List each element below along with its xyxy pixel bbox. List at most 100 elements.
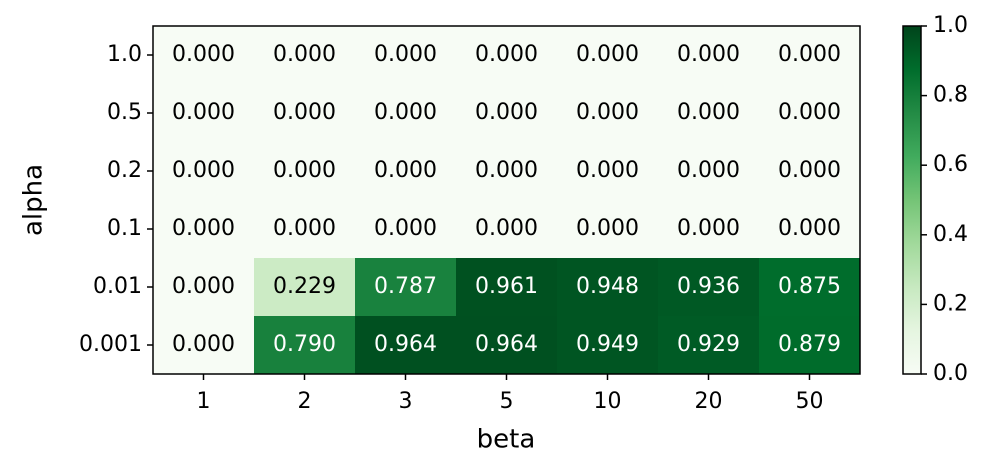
heatmap-cell (355, 142, 457, 201)
heatmap-cell (153, 258, 255, 317)
heatmap-cell (759, 316, 861, 375)
cell-label: 0.000 (677, 42, 740, 67)
cell-label: 0.936 (677, 274, 740, 299)
cell-label: 0.000 (273, 216, 336, 241)
cell-label: 0.000 (475, 100, 538, 125)
cell-label: 0.964 (374, 332, 437, 357)
cell-label: 0.000 (576, 158, 639, 183)
heatmap-cell (254, 142, 356, 201)
heatmap-cell (759, 200, 861, 259)
heatmap-cell (456, 26, 558, 85)
x-tick-label: 5 (500, 389, 514, 414)
heatmap-cell (658, 316, 760, 375)
heatmap-cell (557, 142, 659, 201)
cell-label: 0.000 (677, 100, 740, 125)
cell-label: 0.000 (677, 216, 740, 241)
cell-label: 0.949 (576, 332, 639, 357)
cell-label: 0.000 (172, 216, 235, 241)
cell-label: 0.000 (778, 216, 841, 241)
cell-label: 0.000 (677, 158, 740, 183)
y-tick-label: 0.2 (107, 158, 142, 183)
heatmap-cell (658, 84, 760, 143)
cell-label: 0.948 (576, 274, 639, 299)
heatmap-cell (355, 200, 457, 259)
colorbar-tick-label: 0.0 (933, 361, 968, 386)
heatmap-cell (456, 142, 558, 201)
heatmap-cell (153, 316, 255, 375)
cell-label: 0.000 (374, 158, 437, 183)
cell-label: 0.790 (273, 332, 336, 357)
cell-label: 0.879 (778, 332, 841, 357)
heatmap-cell (557, 258, 659, 317)
cell-label: 0.000 (475, 42, 538, 67)
y-tick-label: 0.001 (79, 332, 142, 357)
cell-label: 0.000 (778, 100, 841, 125)
heatmap-cell (153, 84, 255, 143)
heatmap-cell (456, 258, 558, 317)
y-tick-label: 1.0 (107, 42, 142, 67)
heatmap-cell (456, 84, 558, 143)
heatmap-cell (557, 200, 659, 259)
heatmap-cell (355, 258, 457, 317)
cell-label: 0.964 (475, 332, 538, 357)
heatmap-cell (254, 316, 356, 375)
cell-label: 0.000 (273, 42, 336, 67)
heatmap-cell (557, 26, 659, 85)
heatmap-cell (658, 258, 760, 317)
heatmap-cell (759, 142, 861, 201)
y-axis-title: alpha (19, 164, 49, 236)
colorbar-tick-label: 1.0 (933, 13, 968, 38)
heatmap-cell (355, 84, 457, 143)
heatmap-cell (153, 142, 255, 201)
cell-label: 0.787 (374, 274, 437, 299)
y-tick-label: 0.01 (93, 274, 142, 299)
colorbar-tick-label: 0.4 (933, 222, 968, 247)
cell-label: 0.000 (172, 158, 235, 183)
x-tick-label: 2 (298, 389, 312, 414)
heatmap-cell (355, 26, 457, 85)
heatmap-cell (254, 26, 356, 85)
y-tick-label: 0.5 (107, 100, 142, 125)
x-axis-title: beta (477, 425, 536, 455)
cell-label: 0.875 (778, 274, 841, 299)
heatmap-cell (759, 26, 861, 85)
cell-label: 0.929 (677, 332, 740, 357)
heatmap-cell (658, 26, 760, 85)
cell-label: 0.000 (576, 216, 639, 241)
cell-label: 0.000 (475, 216, 538, 241)
heatmap-cell (153, 26, 255, 85)
cell-label: 0.961 (475, 274, 538, 299)
heatmap-cell (759, 84, 861, 143)
cell-label: 0.000 (374, 100, 437, 125)
heatmap-cell (658, 142, 760, 201)
cell-label: 0.229 (273, 274, 336, 299)
colorbar-tick-label: 0.6 (933, 152, 968, 177)
cell-label: 0.000 (778, 158, 841, 183)
colorbar-tick-label: 0.2 (933, 291, 968, 316)
heatmap-cell (456, 316, 558, 375)
x-tick-label: 50 (796, 389, 824, 414)
cell-label: 0.000 (172, 274, 235, 299)
heatmap-cell (153, 200, 255, 259)
heatmap-cell (254, 258, 356, 317)
cell-label: 0.000 (172, 100, 235, 125)
heatmap-cell (355, 316, 457, 375)
heatmap-cell (456, 200, 558, 259)
cell-label: 0.000 (273, 158, 336, 183)
x-tick-label: 3 (399, 389, 413, 414)
x-tick-label: 10 (594, 389, 622, 414)
heatmap-cell (557, 316, 659, 375)
cell-label: 0.000 (576, 42, 639, 67)
heatmap-cell (658, 200, 760, 259)
colorbar (902, 25, 922, 375)
cell-label: 0.000 (273, 100, 336, 125)
x-tick-label: 1 (197, 389, 211, 414)
heatmap-cell (759, 258, 861, 317)
cell-label: 0.000 (576, 100, 639, 125)
heatmap-cell (254, 84, 356, 143)
y-tick-label: 0.1 (107, 216, 142, 241)
cell-label: 0.000 (374, 216, 437, 241)
colorbar-tick-label: 0.8 (933, 83, 968, 108)
cell-label: 0.000 (374, 42, 437, 67)
